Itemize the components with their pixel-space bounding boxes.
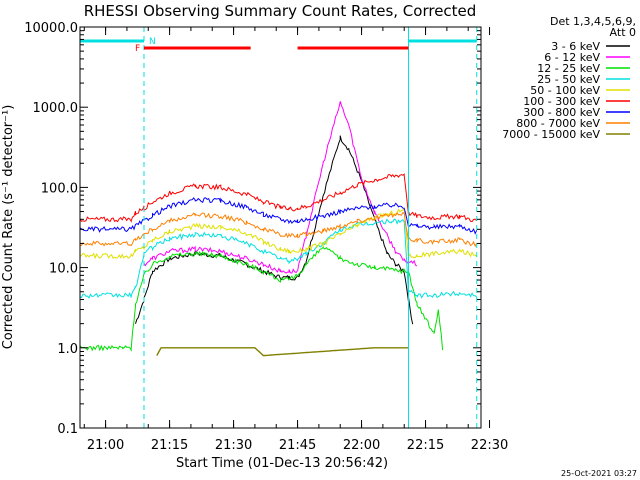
legend-label: 6 - 12 keV xyxy=(544,51,600,64)
plot-frame xyxy=(79,26,482,429)
night-label: N xyxy=(149,37,156,47)
series-line xyxy=(79,218,478,299)
series-7000-15000-kev xyxy=(156,347,409,357)
legend-label: 25 - 50 keV xyxy=(537,73,600,86)
x-tick-label: 22:30 xyxy=(471,438,508,453)
flare-label: F xyxy=(135,44,140,54)
y-tick-label: 10.0 xyxy=(49,262,78,277)
x-tick-label: 21:00 xyxy=(87,438,124,453)
marker-layer: NF xyxy=(79,27,478,428)
series-line xyxy=(143,101,418,274)
y-axis-label: Corrected Count Rate (s⁻¹ detector⁻¹) xyxy=(1,105,16,350)
x-tick-label: 21:30 xyxy=(215,438,252,453)
y-tick-label: 1.0 xyxy=(57,342,78,357)
legend-header: Det 1,3,4,5,6,9, xyxy=(550,15,636,28)
series-line xyxy=(135,135,414,325)
axes: 0.1 1.0 10.0 100.0 1000.0 10000.0 21:00 21:15 21… xyxy=(24,21,508,453)
series-6-12-kev xyxy=(143,101,418,274)
x-tick-label: 22:00 xyxy=(343,438,380,453)
series-line xyxy=(156,347,409,357)
legend-label: 800 - 7000 keV xyxy=(516,117,600,130)
legend-label: 50 - 100 keV xyxy=(530,84,600,97)
series-300-800-kev xyxy=(79,197,478,235)
x-tick-label: 22:15 xyxy=(407,438,444,453)
legend-header: Att 0 xyxy=(610,26,636,39)
series-line xyxy=(79,173,478,223)
series-3-6-kev xyxy=(135,135,414,325)
y-tick-label: 10000.0 xyxy=(24,21,78,36)
series-800-7000-kev xyxy=(79,211,478,248)
chart-title: RHESSI Observing Summary Count Rates, Co… xyxy=(84,2,477,20)
legend-label: 100 - 300 keV xyxy=(523,95,600,108)
legend-label: 300 - 800 keV xyxy=(523,106,600,119)
series-100-300-kev xyxy=(79,173,478,223)
series-line xyxy=(79,211,478,248)
x-tick-label: 21:45 xyxy=(279,438,316,453)
x-tick-label: 21:15 xyxy=(151,438,188,453)
x-axis-label: Start Time (01-Dec-13 20:56:42) xyxy=(176,456,388,471)
y-tick-label: 100.0 xyxy=(41,181,78,196)
y-tick-label: 0.1 xyxy=(57,422,78,437)
series-line xyxy=(79,197,478,235)
series-25-50-kev xyxy=(79,218,478,299)
timestamp: 25-Oct-2021 03:27 xyxy=(561,469,637,478)
y-tick-label: 1000.0 xyxy=(33,101,79,116)
legend-label: 3 - 6 keV xyxy=(551,40,600,53)
legend-label: 12 - 25 keV xyxy=(537,62,600,75)
series-12-25-kev xyxy=(79,245,444,352)
series-line xyxy=(79,245,444,352)
legend-label: 7000 - 15000 keV xyxy=(502,128,600,141)
series-layer xyxy=(79,101,478,357)
